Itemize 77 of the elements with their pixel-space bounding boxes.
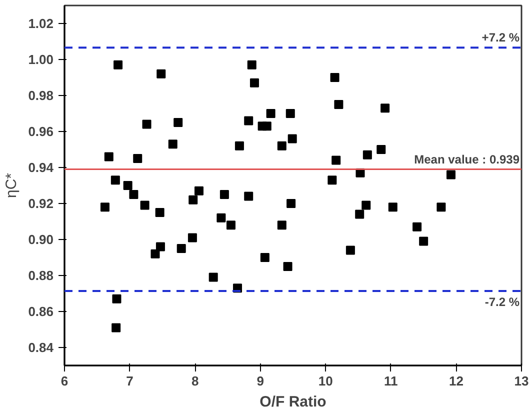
point [123,181,132,190]
point [156,242,165,252]
point [155,208,164,217]
point [174,118,183,127]
point [277,141,286,150]
point [355,210,364,219]
point [388,202,398,212]
point [362,200,371,210]
y-tick-label: 0.94 [28,160,54,175]
point [250,78,259,88]
point [194,186,204,196]
y-tick-label: 0.98 [28,88,54,103]
point [110,176,120,185]
point [266,109,276,118]
x-tick-label: 10 [318,374,333,388]
point [104,152,114,162]
point [216,213,226,222]
point [114,60,123,70]
point [436,202,446,212]
y-tick-label: 1.00 [28,52,54,67]
point [188,233,197,242]
y-tick-label: 0.88 [28,268,54,283]
point [129,190,138,199]
x-tick-label: 6 [60,374,68,388]
point [446,170,456,180]
point [150,249,160,258]
point [176,244,186,253]
point [244,192,254,201]
point [168,140,178,149]
point [226,220,236,230]
point [283,262,292,271]
y-tick-label: 0.90 [28,232,54,247]
point [277,220,286,230]
point [247,60,256,70]
point [156,69,166,78]
point [133,154,142,163]
x-tick-label: 9 [256,374,264,388]
y-tick-label: 0.92 [28,196,54,211]
point [286,199,296,208]
point [244,116,254,126]
point [332,156,341,165]
point [100,202,110,212]
point [220,190,229,199]
y-tick-label: 1.02 [28,16,54,31]
x-tick-label: 8 [191,374,199,388]
point [260,253,270,262]
point [112,323,121,332]
point [419,236,428,246]
point [208,272,218,282]
point [362,150,372,160]
y-axis-title: ηC* [3,172,20,198]
x-tick-label: 11 [384,374,398,388]
point [188,195,198,204]
point [346,246,355,255]
y-tick-label: 0.84 [28,340,54,355]
ref-line-label: Mean value : 0.939 [414,152,520,166]
point [380,104,390,113]
point [140,200,150,210]
y-tick-label: 0.86 [28,304,54,319]
point [286,109,295,118]
x-axis-title: O/F Ratio [260,394,326,410]
point [412,222,422,232]
point [142,120,152,129]
point [334,100,344,109]
point [328,176,337,185]
annotation: -7.2 % [484,294,520,309]
point [330,73,340,82]
point [262,122,272,131]
x-tick-label: 13 [514,374,529,388]
x-tick-label: 7 [126,374,134,388]
y-tick-label: 0.96 [28,124,54,139]
point [288,134,297,144]
point [112,294,122,304]
annotation: +7.2 % [482,30,520,45]
point [376,145,386,154]
point [234,141,244,150]
x-tick-label: 12 [448,374,464,388]
